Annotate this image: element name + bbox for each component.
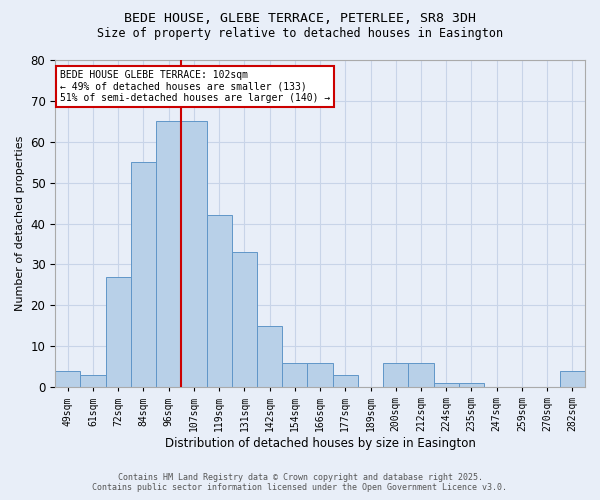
- Bar: [232, 252, 257, 387]
- Bar: [80, 375, 106, 387]
- Bar: [206, 216, 232, 387]
- Text: Contains HM Land Registry data © Crown copyright and database right 2025.
Contai: Contains HM Land Registry data © Crown c…: [92, 473, 508, 492]
- Bar: [434, 383, 459, 387]
- Bar: [409, 362, 434, 387]
- Bar: [383, 362, 409, 387]
- Bar: [459, 383, 484, 387]
- Text: Size of property relative to detached houses in Easington: Size of property relative to detached ho…: [97, 28, 503, 40]
- Bar: [156, 122, 181, 387]
- Bar: [307, 362, 332, 387]
- Bar: [560, 371, 585, 387]
- Bar: [106, 276, 131, 387]
- Text: BEDE HOUSE GLEBE TERRACE: 102sqm
← 49% of detached houses are smaller (133)
51% : BEDE HOUSE GLEBE TERRACE: 102sqm ← 49% o…: [60, 70, 331, 103]
- Bar: [282, 362, 307, 387]
- Bar: [131, 162, 156, 387]
- Bar: [55, 371, 80, 387]
- Y-axis label: Number of detached properties: Number of detached properties: [15, 136, 25, 312]
- Bar: [257, 326, 282, 387]
- Text: BEDE HOUSE, GLEBE TERRACE, PETERLEE, SR8 3DH: BEDE HOUSE, GLEBE TERRACE, PETERLEE, SR8…: [124, 12, 476, 26]
- Bar: [181, 122, 206, 387]
- Bar: [332, 375, 358, 387]
- X-axis label: Distribution of detached houses by size in Easington: Distribution of detached houses by size …: [164, 437, 476, 450]
